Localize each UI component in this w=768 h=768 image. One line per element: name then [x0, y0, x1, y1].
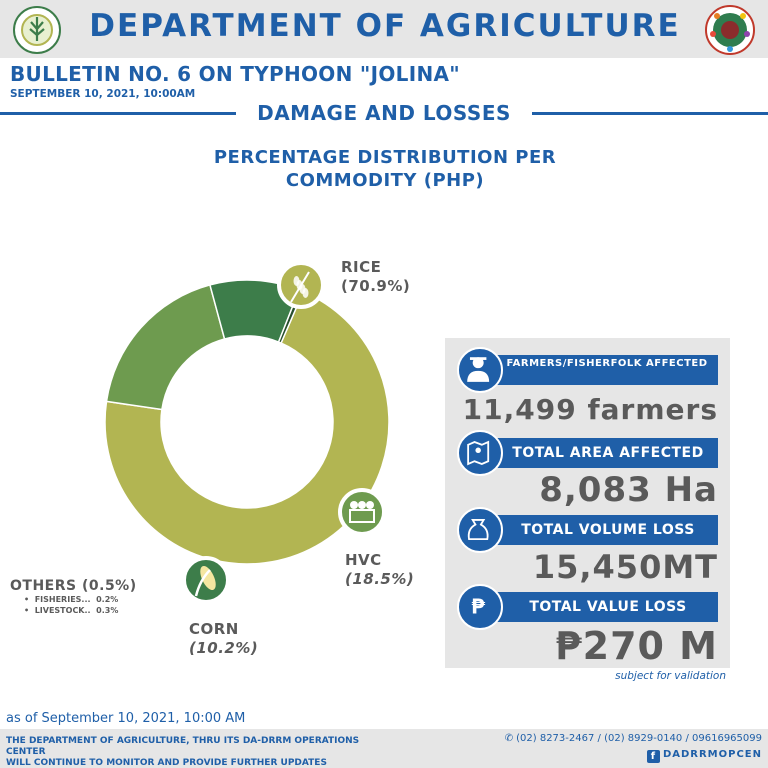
phone-icon: ✆ — [504, 733, 514, 744]
footer-bar — [0, 729, 768, 768]
volume-value: 15,450MT — [532, 548, 718, 586]
sack-icon — [457, 507, 503, 553]
divider-left — [0, 112, 236, 115]
bulletin-title: BULLETIN NO. 6 ON TYPHOON "JOLINA" — [10, 62, 460, 86]
map-pin-icon — [457, 430, 503, 476]
validation-note: subject for validation — [615, 670, 726, 682]
area-value: 8,083 Ha — [539, 470, 718, 510]
corn-label: CORN — [189, 620, 239, 638]
hvc-label: HVC — [345, 551, 382, 569]
phone-numbers: (02) 8273-2467 / (02) 8929-0140 / 096169… — [516, 733, 762, 744]
footer-note: THE DEPARTMENT OF AGRICULTURE, THRU ITS … — [6, 736, 386, 768]
others-percent: (0.5%) — [81, 578, 137, 594]
rice-icon — [277, 261, 325, 309]
slice-corn — [209, 279, 301, 343]
slice-label-corn: CORN (10.2%) — [189, 620, 258, 658]
as-of-date: as of September 10, 2021, 10:00 AM — [6, 711, 246, 726]
farmers-value: 11,499 farmers — [462, 393, 718, 426]
livestock-value: 0.3% — [96, 606, 119, 615]
volume-label-bar: TOTAL VOLUME LOSS — [480, 515, 718, 545]
others-item-livestock: • LIVESTOCK.. 0.3% — [24, 606, 119, 615]
fisheries-label: FISHERIES... — [34, 595, 91, 604]
da-drrm-logo — [705, 5, 755, 55]
others-title: OTHERS (0.5%) — [10, 578, 137, 594]
footer-note-line2: WILL CONTINUE TO MONITOR AND PROVIDE FUR… — [6, 758, 327, 768]
chart-title: PERCENTAGE DISTRIBUTION PER COMMODITY (P… — [213, 147, 557, 191]
header-bar — [0, 0, 768, 58]
footer-facebook[interactable]: f DADRRMOPCEN — [646, 749, 762, 763]
slice-rice — [104, 290, 390, 565]
area-label-bar: TOTAL AREA AFFECTED — [480, 438, 718, 468]
rice-percent: (70.9%) — [341, 277, 411, 295]
slice-label-rice: RICE (70.9%) — [341, 258, 410, 296]
footer-note-line1: THE DEPARTMENT OF AGRICULTURE, THRU ITS … — [6, 736, 360, 757]
vegetable-crate-icon — [338, 488, 386, 536]
hvc-percent: (18.5%) — [345, 570, 415, 588]
divider-right — [532, 112, 768, 115]
others-item-fisheries: • FISHERIES... 0.2% — [24, 595, 119, 604]
value-label-bar: TOTAL VALUE LOSS — [480, 592, 718, 622]
bulletin-date: SEPTEMBER 10, 2021, 10:00AM — [10, 88, 196, 100]
peso-icon: ₱ — [457, 584, 503, 630]
rice-label: RICE — [341, 258, 382, 276]
livestock-label: LIVESTOCK.. — [34, 606, 91, 615]
slice-others — [277, 288, 305, 345]
farmers-label-bar: FARMERS/FISHERFOLK AFFECTED — [480, 355, 718, 385]
corn-icon — [182, 556, 230, 604]
fisheries-value: 0.2% — [96, 595, 119, 604]
facebook-icon: f — [646, 750, 660, 763]
department-title: DEPARTMENT OF AGRICULTURE — [89, 8, 681, 44]
others-label: OTHERS — [10, 578, 77, 594]
value-value: ₱270 M — [555, 624, 718, 668]
farmer-icon — [457, 347, 503, 393]
svg-text:₱: ₱ — [471, 594, 485, 618]
da-seal-logo — [13, 6, 61, 54]
footer-phone: ✆ (02) 8273-2467 / (02) 8929-0140 / 09616… — [505, 733, 762, 744]
others-legend: OTHERS (0.5%) • FISHERIES... 0.2% • LIVE… — [10, 578, 137, 616]
facebook-handle[interactable]: DADRRMOPCEN — [662, 749, 762, 760]
section-title: DAMAGE AND LOSSES — [257, 101, 511, 125]
corn-percent: (10.2%) — [189, 639, 259, 657]
slice-hvc — [105, 283, 226, 411]
slice-label-hvc: HVC (18.5%) — [345, 551, 414, 589]
